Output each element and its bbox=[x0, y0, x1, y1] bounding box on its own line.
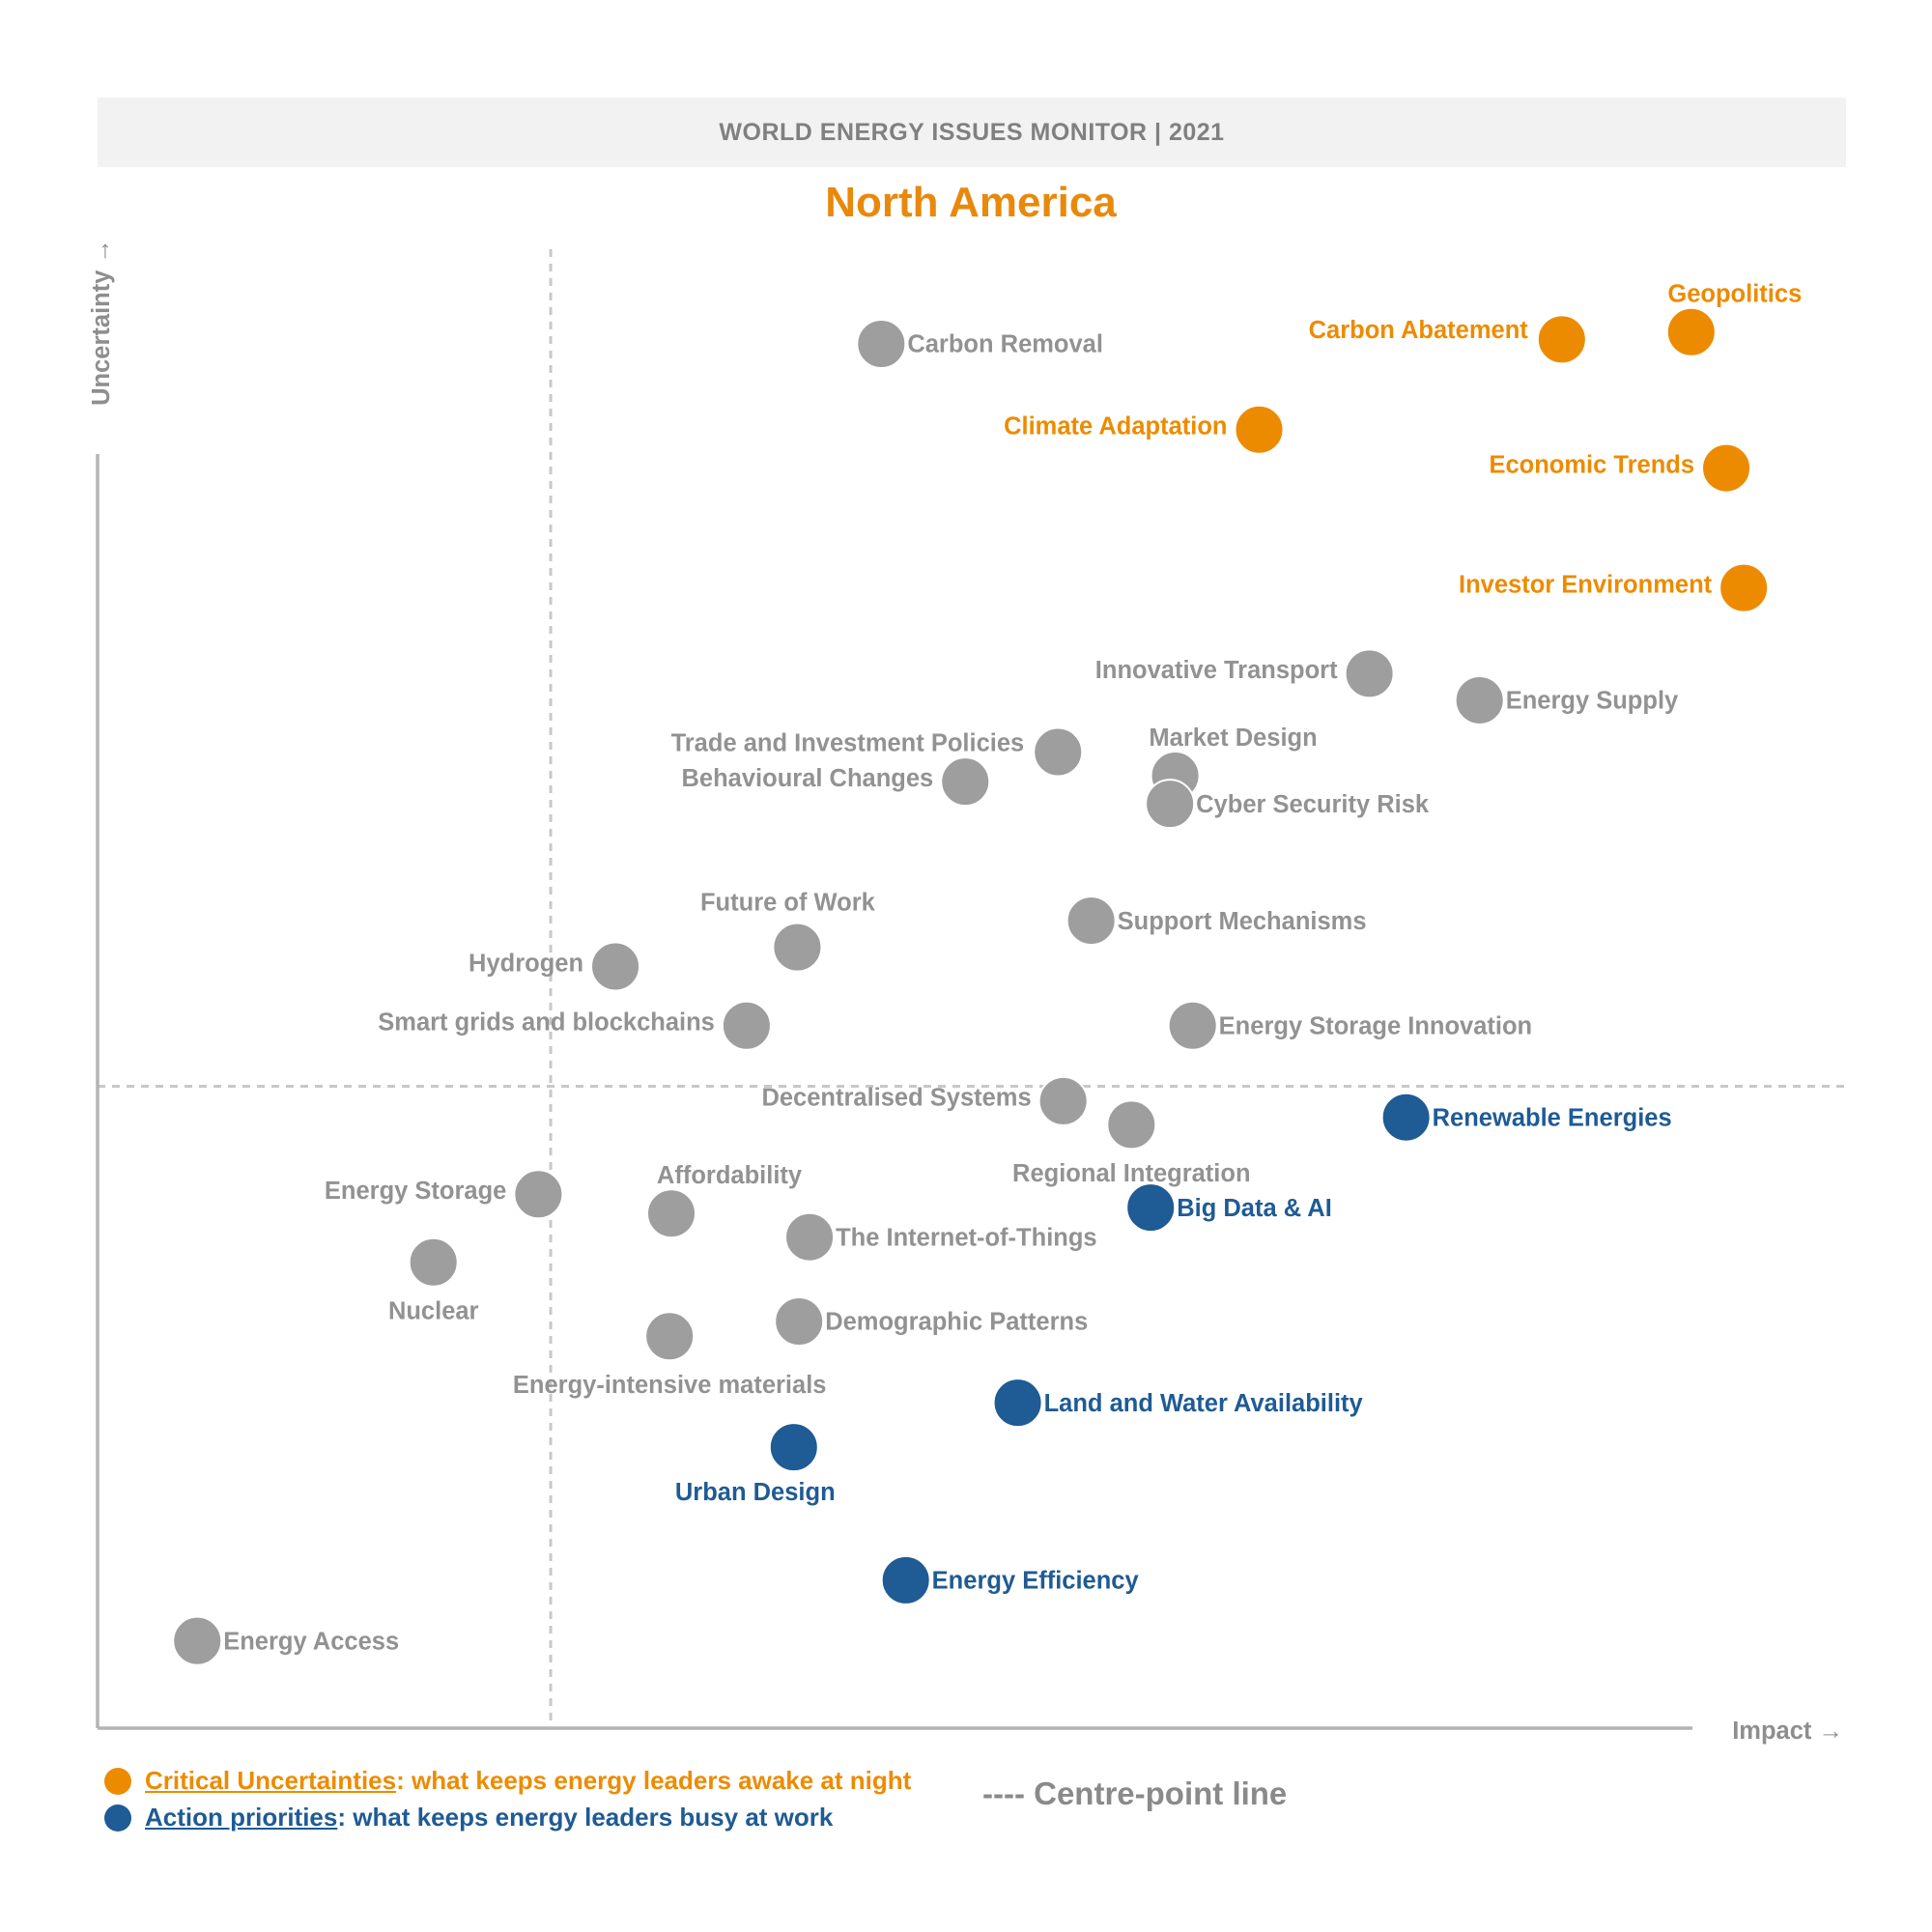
label-carbon-abatement: Carbon Abatement bbox=[1309, 317, 1529, 344]
chart-title: North America bbox=[825, 179, 1117, 226]
point-trade-and-investment-policies bbox=[1033, 726, 1084, 778]
point-behavioural-changes bbox=[940, 756, 991, 808]
legend-action-priorities: Action priorities: what keeps energy lea… bbox=[104, 1803, 833, 1833]
point-support-mechanisms bbox=[1065, 895, 1117, 947]
label-nuclear: Nuclear bbox=[388, 1297, 479, 1324]
point-urban-design bbox=[768, 1422, 819, 1473]
point-climate-adaptation bbox=[1234, 404, 1285, 455]
label-regional-integration: Regional Integration bbox=[1012, 1160, 1251, 1187]
legend-uncertainties-desc: : what keeps energy leaders awake at nig… bbox=[396, 1766, 912, 1795]
label-affordability: Affordability bbox=[657, 1162, 803, 1189]
point-big-data-ai bbox=[1125, 1182, 1177, 1234]
label-investor-environment: Investor Environment bbox=[1459, 571, 1713, 598]
label-behavioural-changes: Behavioural Changes bbox=[682, 765, 934, 792]
point-carbon-abatement bbox=[1536, 314, 1587, 365]
y-axis-label: Uncertainty → bbox=[88, 239, 115, 406]
label-geopolitics: Geopolitics bbox=[1667, 280, 1802, 307]
point-land-and-water-availability bbox=[992, 1378, 1043, 1429]
point-energy-storage bbox=[513, 1169, 564, 1220]
point-investor-environment bbox=[1719, 562, 1770, 613]
x-axis-label: Impact → bbox=[1732, 1718, 1843, 1745]
label-energy-supply: Energy Supply bbox=[1506, 688, 1679, 715]
label-innovative-transport: Innovative Transport bbox=[1095, 657, 1338, 684]
point-energy-intensive-materials bbox=[644, 1311, 696, 1362]
label-energy-efficiency: Energy Efficiency bbox=[932, 1568, 1140, 1595]
label-energy-storage: Energy Storage bbox=[325, 1178, 506, 1205]
point-cyber-security-risk bbox=[1145, 779, 1196, 830]
label-land-and-water-availability: Land and Water Availability bbox=[1044, 1390, 1364, 1417]
point-regional-integration bbox=[1106, 1099, 1157, 1151]
label-decentralised-systems: Decentralised Systems bbox=[761, 1085, 1031, 1112]
point-innovative-transport bbox=[1344, 648, 1395, 699]
legend-centre-point-line: ---- Centre-point line bbox=[982, 1776, 1288, 1811]
label-energy-storage-innovation: Energy Storage Innovation bbox=[1219, 1013, 1532, 1040]
label-climate-adaptation: Climate Adaptation bbox=[1004, 413, 1227, 440]
label-energy-access: Energy Access bbox=[223, 1628, 399, 1655]
point-carbon-removal bbox=[856, 318, 907, 369]
point-energy-access bbox=[172, 1615, 223, 1666]
point-affordability bbox=[646, 1188, 697, 1239]
point-energy-efficiency bbox=[880, 1554, 931, 1605]
label-carbon-removal: Carbon Removal bbox=[907, 331, 1103, 358]
label-hydrogen: Hydrogen bbox=[469, 950, 583, 977]
label-energy-intensive-materials: Energy-intensive materials bbox=[513, 1372, 827, 1399]
label-big-data-ai: Big Data & AI bbox=[1177, 1195, 1332, 1222]
label-cyber-security-risk: Cyber Security Risk bbox=[1196, 791, 1430, 818]
point-hydrogen bbox=[590, 941, 641, 992]
report-banner: WORLD ENERGY ISSUES MONITOR | 2021 bbox=[98, 98, 1846, 167]
point-demographic-patterns bbox=[774, 1295, 825, 1347]
point-decentralised-systems bbox=[1037, 1075, 1089, 1126]
label-smart-grids-and-blockchains: Smart grids and blockchains bbox=[378, 1009, 715, 1037]
legend-blue-dot bbox=[104, 1804, 131, 1832]
point-the-internet-of-things bbox=[784, 1211, 836, 1263]
label-trade-and-investment-policies: Trade and Investment Policies bbox=[671, 729, 1025, 756]
label-demographic-patterns: Demographic Patterns bbox=[825, 1309, 1088, 1336]
label-renewable-energies: Renewable Energies bbox=[1433, 1104, 1672, 1131]
point-energy-storage-innovation bbox=[1167, 1000, 1218, 1051]
point-future-of-work bbox=[772, 922, 823, 973]
point-renewable-energies bbox=[1380, 1092, 1432, 1143]
label-economic-trends: Economic Trends bbox=[1489, 451, 1694, 478]
legend-orange-dot bbox=[104, 1767, 131, 1795]
label-urban-design: Urban Design bbox=[675, 1479, 836, 1506]
point-geopolitics bbox=[1665, 306, 1717, 357]
label-the-internet-of-things: The Internet-of-Things bbox=[836, 1224, 1097, 1251]
legend-uncertainties-name: Critical Uncertainties bbox=[145, 1766, 397, 1795]
legend-priorities-desc: : what keeps energy leaders busy at work bbox=[337, 1803, 834, 1832]
label-future-of-work: Future of Work bbox=[700, 889, 876, 916]
legend-critical-uncertainties: Critical Uncertainties: what keeps energ… bbox=[104, 1766, 911, 1796]
point-smart-grids-and-blockchains bbox=[721, 1000, 772, 1051]
legend-priorities-name: Action priorities bbox=[145, 1803, 338, 1832]
label-support-mechanisms: Support Mechanisms bbox=[1118, 908, 1367, 935]
point-nuclear bbox=[408, 1236, 459, 1288]
point-economic-trends bbox=[1701, 442, 1752, 494]
point-energy-supply bbox=[1454, 674, 1505, 725]
label-market-design: Market Design bbox=[1149, 724, 1317, 752]
